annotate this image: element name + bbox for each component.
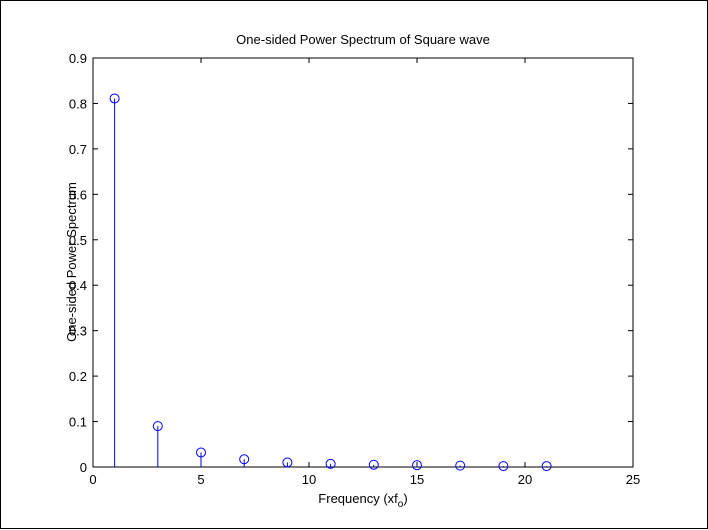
x-axis-label-subscript: o [398,499,404,510]
x-tick-label: 10 [302,472,316,487]
y-tick-label: 0.6 [69,187,87,202]
x-tick-label: 25 [626,472,640,487]
stem-marker [325,458,336,469]
x-axis-label: Frequency (xfo) [318,491,407,510]
y-tick-label: 0.5 [69,233,87,248]
x-axis-label-main: Frequency (xf [318,491,398,506]
y-tick-label: 0.7 [69,142,87,157]
stem-marker [412,460,422,471]
y-tick-label: 0.9 [69,51,87,66]
y-axis-label: One-sided Power Spectrum [64,182,79,342]
y-tick-label: 0.1 [69,415,87,430]
stem-marker [541,461,552,472]
stem-marker [498,461,509,472]
y-tick-label: 0 [80,460,87,475]
ticks-layer: 0 5 10 15 20 25 0 0.1 0.2 0.3 0.4 0.5 0.6 0.7 0.8 0.9 [69,51,640,487]
chart-title: One-sided Power Spectrum of Square wave [236,32,490,47]
stem-marker [152,421,163,432]
y-tick-label: 0.8 [69,96,87,111]
x-tick-label: 0 [89,472,96,487]
x-tick-label: 20 [518,472,532,487]
y-tick-label: 0.3 [69,324,87,339]
stem-marker [282,457,293,468]
x-tick-label: 5 [197,472,204,487]
stem-marker [368,459,379,470]
stem-marker [109,93,120,104]
x-axis-label-close: ) [403,491,407,506]
stem-marker [239,454,250,465]
x-tick-label: 15 [410,472,424,487]
stem-marker [455,460,466,471]
y-tick-label: 0.4 [69,278,87,293]
stems-layer [109,93,552,472]
y-tick-label: 0.2 [69,369,87,384]
stem-marker [196,447,206,458]
axes-box [92,57,634,468]
